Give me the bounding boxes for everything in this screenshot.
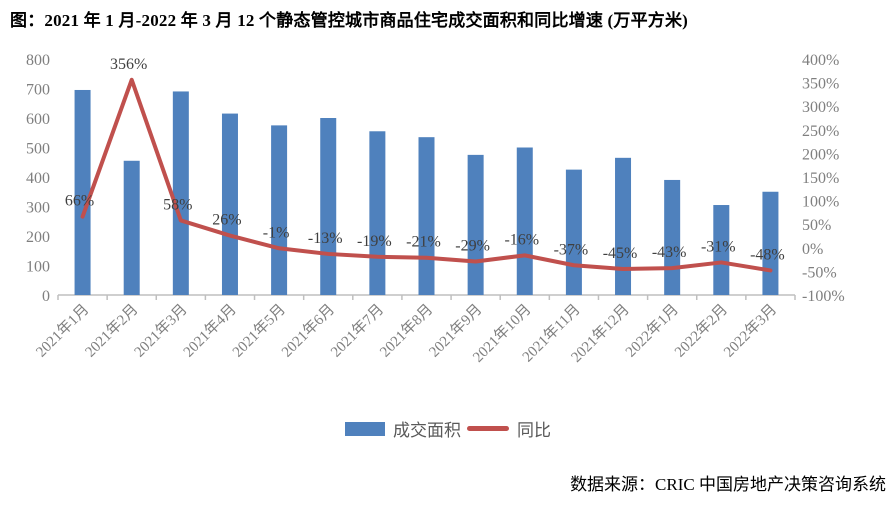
x-axis-category-label: 2022年3月 xyxy=(721,301,781,361)
bar-series-swatch xyxy=(345,421,385,436)
line-point-label: -19% xyxy=(357,233,392,250)
bar-2021年2月 xyxy=(123,160,140,295)
x-axis-category-label: 2021年7月 xyxy=(327,301,387,361)
y-axis-left-tick-label: 100 xyxy=(26,259,50,276)
line-point-label: -31% xyxy=(701,238,736,255)
line-point-label: -29% xyxy=(455,237,490,254)
line-point-label: -1% xyxy=(263,224,290,241)
y-axis-right-tick-label: 300% xyxy=(802,99,839,116)
legend-item-line: 同比 xyxy=(467,416,551,441)
bar-2021年3月 xyxy=(172,91,189,295)
y-axis-right-tick-label: -100% xyxy=(802,288,845,305)
legend-item-bar: 成交面积 xyxy=(345,416,461,441)
line-point-label: -13% xyxy=(308,230,343,247)
line-point-label: 356% xyxy=(110,56,147,73)
y-axis-right-tick-label: 50% xyxy=(802,217,831,234)
y-axis-right-tick-label: 250% xyxy=(802,123,839,140)
line-point-label: -16% xyxy=(504,231,539,248)
y-axis-left-tick-label: 700 xyxy=(26,82,50,99)
chart-canvas: 0 100 200 300 400 500 600 700 800 -100% -50% 0% 50% 1… xyxy=(26,52,845,366)
line-point-label: -21% xyxy=(406,234,441,251)
y-axis-right-tick-label: 400% xyxy=(802,52,839,69)
data-source: 数据来源：CRIC 中国房地产决策咨询系统 xyxy=(570,475,886,494)
y-axis-right-tick-label: -50% xyxy=(802,264,837,281)
y-axis-right-tick-label: 150% xyxy=(802,170,839,187)
chart-legend: 成交面积 同比 xyxy=(0,416,896,441)
line-point-label: -43% xyxy=(652,244,687,261)
line-point-label: 26% xyxy=(212,212,241,229)
bar-2022年1月 xyxy=(664,179,681,295)
y-axis-right-tick-label: 200% xyxy=(802,146,839,163)
y-axis-right-tick-label: 100% xyxy=(802,194,839,211)
y-axis-left-tick-label: 300 xyxy=(26,200,50,217)
y-axis-right-tick-label: 350% xyxy=(802,76,839,93)
bar-2021年9月 xyxy=(467,154,484,295)
line-point-label: 66% xyxy=(65,193,94,210)
y-axis-left-tick-label: 400 xyxy=(26,170,50,187)
bar-2021年7月 xyxy=(369,131,386,295)
bar-2021年5月 xyxy=(271,125,288,295)
line-point-label: -45% xyxy=(603,245,638,262)
y-axis-left-tick-label: 200 xyxy=(26,229,50,246)
y-axis-left-tick-label: 0 xyxy=(42,288,50,305)
line-point-label: -48% xyxy=(750,246,785,263)
bar-2021年4月 xyxy=(221,113,238,295)
bar-2021年6月 xyxy=(320,118,337,295)
bar-2021年12月 xyxy=(615,157,632,295)
bar-2021年8月 xyxy=(418,137,435,295)
y-axis-left-tick-label: 600 xyxy=(26,111,50,128)
bar-2022年3月 xyxy=(762,191,779,295)
legend-label-line: 同比 xyxy=(517,421,551,440)
line-series-swatch xyxy=(467,426,509,431)
y-axis-right-tick-label: 0% xyxy=(802,241,823,258)
y-axis-left-tick-label: 500 xyxy=(26,141,50,158)
chart-title: 图：2021 年 1 月-2022 年 3 月 12 个静态管控城市商品住宅成交… xyxy=(10,11,689,30)
bar-2021年11月 xyxy=(565,169,582,295)
bar-2021年10月 xyxy=(516,147,533,295)
line-series xyxy=(80,77,773,273)
y-axis-left-tick-label: 800 xyxy=(26,52,50,69)
line-point-label: -37% xyxy=(554,241,589,258)
legend-label-bar: 成交面积 xyxy=(393,421,461,440)
bar-2021年1月 xyxy=(74,89,91,295)
bar-2022年2月 xyxy=(713,205,730,295)
line-point-label: 58% xyxy=(163,196,192,213)
